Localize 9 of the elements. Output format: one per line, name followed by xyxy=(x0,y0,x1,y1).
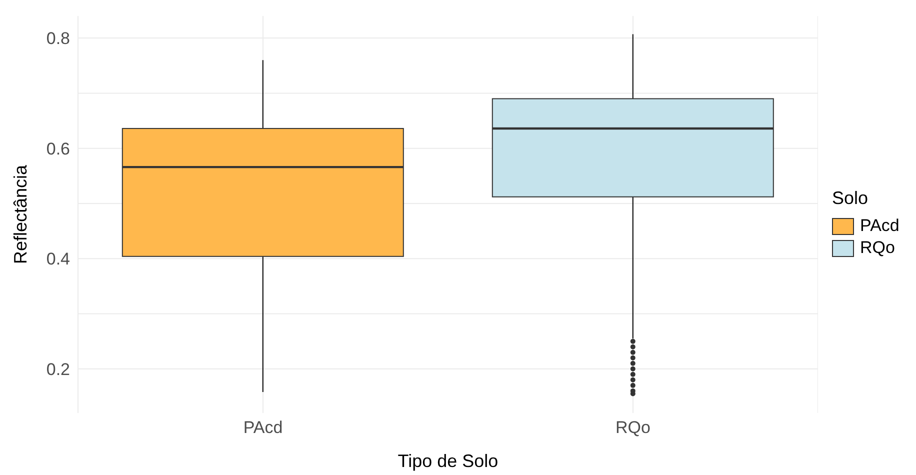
x-axis-title: Tipo de Solo xyxy=(398,451,498,471)
y-tick-label: 0.2 xyxy=(46,360,70,379)
legend-label: PAcd xyxy=(860,216,900,236)
y-tick-label: 0.4 xyxy=(46,250,70,269)
legend-label: RQo xyxy=(860,238,895,258)
y-axis-title: Reflectância xyxy=(10,164,30,264)
y-tick-label: 0.8 xyxy=(46,29,70,48)
y-tick-label: 0.6 xyxy=(46,139,70,158)
legend-title: Solo xyxy=(832,188,870,209)
